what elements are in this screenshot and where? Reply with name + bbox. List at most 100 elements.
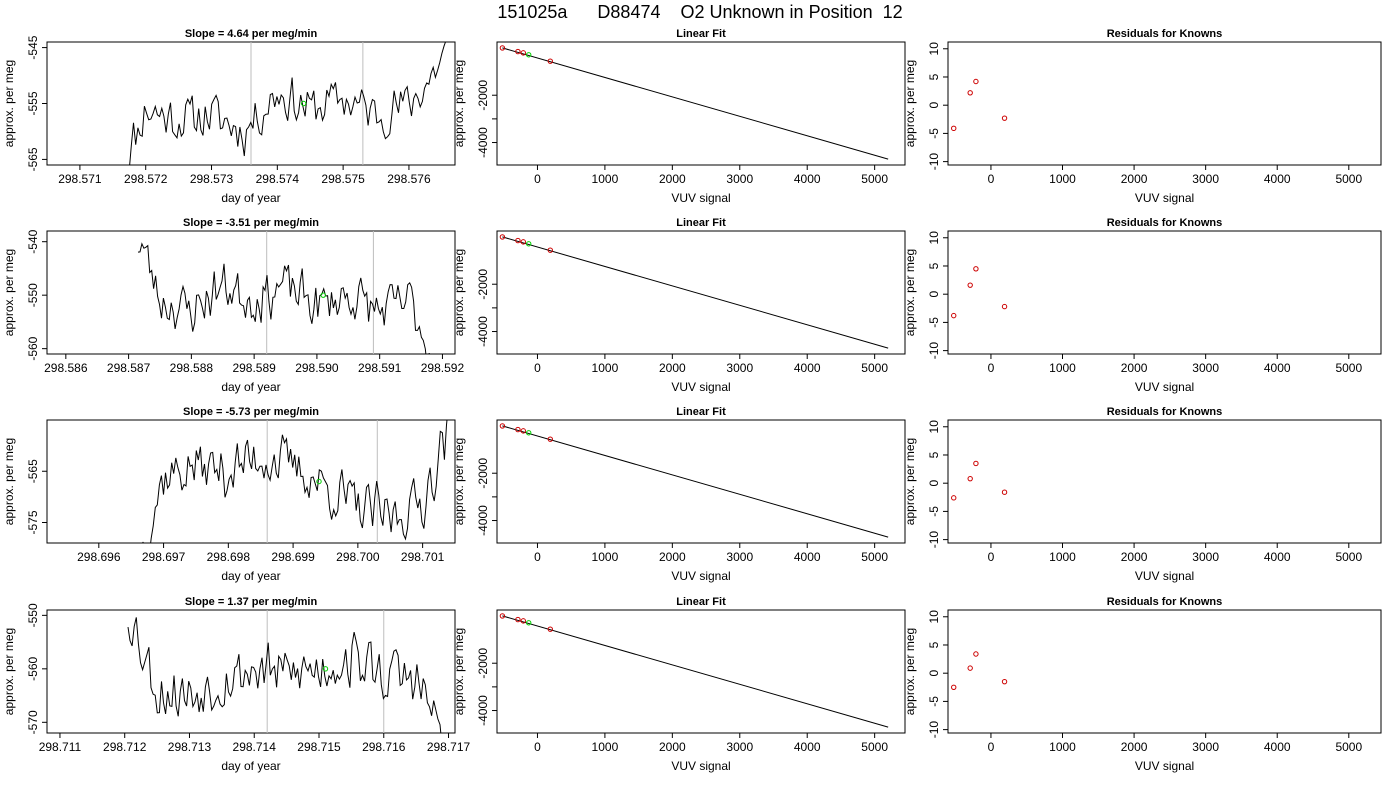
y-tick-label: 5	[927, 73, 941, 80]
y-axis-label: approx. per meg	[452, 628, 466, 715]
y-tick-label: -5	[927, 317, 941, 328]
panel-title: Linear Fit	[676, 217, 726, 229]
x-tick-label: 1000	[592, 740, 619, 754]
panel-title: Linear Fit	[676, 406, 726, 418]
x-tick-label: 0	[534, 361, 541, 375]
y-tick-label: -565	[26, 459, 40, 483]
x-tick-label: 298.697	[142, 550, 186, 564]
residual-point	[973, 78, 979, 85]
panel-title: Slope = 1.37 per meg/min	[185, 596, 318, 608]
x-tick-label: 298.712	[103, 740, 147, 754]
residual-point	[1001, 489, 1008, 495]
plot-frame	[496, 609, 906, 734]
x-tick-label: 298.589	[232, 361, 276, 375]
fit-line	[502, 47, 889, 160]
residual-point	[951, 125, 957, 132]
x-tick-label: 0	[988, 172, 995, 186]
x-tick-label: 2000	[1121, 361, 1148, 375]
y-tick-label: 5	[927, 641, 941, 648]
panel-title: Slope = -5.73 per meg/min	[183, 406, 319, 418]
y-tick-label: -2000	[476, 80, 490, 111]
panel-title: Slope = 4.64 per meg/min	[185, 28, 318, 40]
known-point	[520, 239, 527, 245]
y-tick-label: 0	[927, 102, 941, 109]
plot-frame	[496, 41, 906, 166]
x-tick-label: 0	[988, 361, 995, 375]
x-tick-label: 298.717	[427, 740, 471, 754]
x-tick-label: 5000	[861, 740, 888, 754]
x-tick-label: 298.711	[39, 740, 82, 754]
x-tick-label: 298.591	[358, 361, 402, 375]
panel-row3-linear-fit: Linear Fit VUV signal approx. per meg 0 1000…	[452, 406, 906, 583]
y-axis-label: approx. per meg	[2, 438, 16, 525]
x-tick-label: 2000	[659, 740, 686, 754]
residual-point	[951, 312, 957, 319]
x-tick-label: 3000	[1192, 172, 1219, 186]
panel-title: Linear Fit	[676, 28, 726, 40]
residual-point	[951, 495, 957, 501]
x-tick-label: 298.699	[271, 550, 315, 564]
y-tick-label: 10	[927, 420, 941, 434]
known-point	[515, 48, 521, 55]
x-tick-label: 0	[534, 740, 541, 754]
y-tick-label: -10	[927, 153, 941, 171]
residual-point	[973, 651, 979, 657]
y-tick-label: -10	[927, 342, 941, 360]
y-tick-label: -2000	[476, 458, 490, 489]
x-tick-label: 298.592	[421, 361, 465, 375]
y-axis-label: approx. per meg	[903, 438, 917, 525]
x-tick-label: 5000	[861, 361, 888, 375]
residual-point	[967, 282, 973, 288]
panel-title: Linear Fit	[676, 596, 726, 608]
panel-title: Residuals for Knowns	[1107, 596, 1223, 608]
x-tick-label: 1000	[1049, 550, 1076, 564]
x-axis-label: day of year	[221, 380, 280, 394]
known-point	[547, 626, 553, 632]
x-tick-label: 5000	[1335, 550, 1362, 564]
x-tick-label: 4000	[1264, 172, 1291, 186]
plot-frame	[46, 230, 456, 355]
known-point	[547, 247, 553, 253]
x-tick-label: 4000	[794, 361, 821, 375]
x-tick-label: 0	[988, 740, 995, 754]
known-point	[520, 428, 527, 434]
y-tick-label: -5	[927, 128, 941, 139]
position-number: 12	[882, 2, 903, 22]
y-tick-label: -4000	[476, 127, 490, 158]
y-tick-label: -560	[26, 336, 40, 360]
plot-frame	[947, 609, 1382, 734]
known-point	[515, 616, 521, 623]
x-axis-label: day of year	[221, 191, 280, 205]
x-axis-label: VUV signal	[671, 191, 730, 205]
x-tick-label: 4000	[794, 740, 821, 754]
x-tick-label: 2000	[659, 172, 686, 186]
y-tick-label: -570	[26, 710, 40, 734]
y-tick-label: -5	[927, 506, 941, 517]
x-tick-label: 1000	[592, 361, 619, 375]
x-tick-label: 5000	[1335, 172, 1362, 186]
x-tick-label: 2000	[1121, 550, 1148, 564]
x-tick-label: 5000	[861, 172, 888, 186]
x-tick-label: 5000	[1335, 361, 1362, 375]
run-id: 151025a	[497, 2, 568, 22]
x-tick-label: 1000	[1049, 361, 1076, 375]
x-tick-label: 298.586	[44, 361, 88, 375]
y-tick-label: -4000	[476, 505, 490, 536]
residual-point	[973, 460, 979, 467]
x-axis-label: VUV signal	[671, 380, 730, 394]
panel-row4-timeseries: Slope = 1.37 per meg/min day of year appro…	[2, 596, 471, 773]
x-axis-label: VUV signal	[1135, 380, 1194, 394]
unknown-point	[525, 52, 532, 58]
x-tick-label: 2000	[659, 550, 686, 564]
unknown-point	[316, 478, 322, 485]
known-point	[520, 50, 527, 56]
x-tick-label: 298.575	[321, 172, 365, 186]
y-tick-label: -560	[26, 656, 40, 680]
plot-frame	[46, 419, 456, 544]
y-axis-label: approx. per meg	[903, 249, 917, 336]
panel-row3-residuals: Residuals for Knowns VUV signal approx. pe…	[903, 406, 1382, 583]
x-tick-label: 5000	[1335, 740, 1362, 754]
y-tick-label: -550	[26, 603, 40, 627]
y-tick-label: 0	[927, 291, 941, 298]
y-tick-label: -2000	[476, 269, 490, 300]
